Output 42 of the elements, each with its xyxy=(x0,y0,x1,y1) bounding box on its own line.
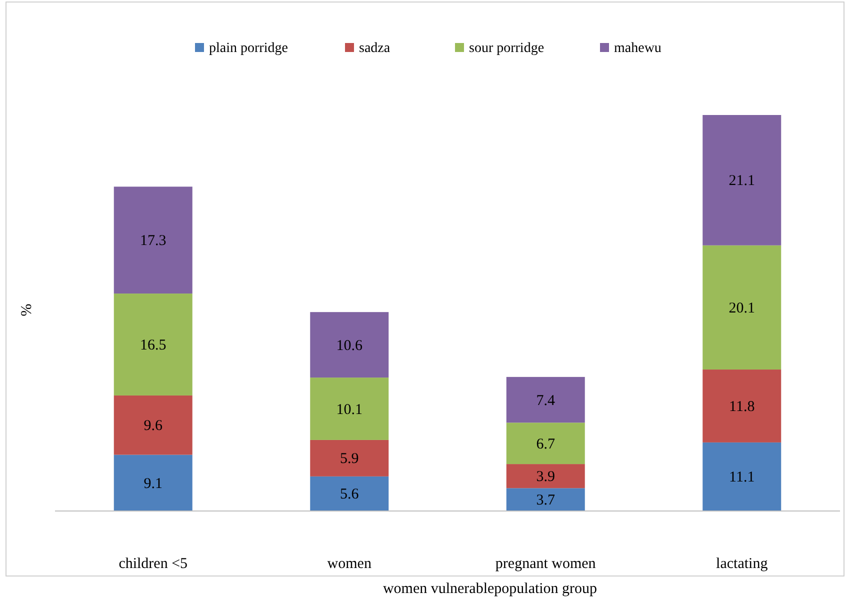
legend-label: mahewu xyxy=(614,41,662,56)
bar xyxy=(310,440,389,476)
data-label: 21.1 xyxy=(728,173,755,190)
bar xyxy=(310,476,389,511)
bar xyxy=(114,395,192,455)
bar xyxy=(702,370,782,442)
bar xyxy=(506,422,585,464)
legend-label: sour porridge xyxy=(469,41,544,56)
data-label: 9.6 xyxy=(144,418,163,434)
bar xyxy=(114,294,192,396)
bar xyxy=(310,378,389,440)
data-label: 6.7 xyxy=(536,436,556,452)
data-label: 3.7 xyxy=(536,492,556,509)
data-label: 5.6 xyxy=(340,486,360,503)
y-axis-title: % xyxy=(19,304,35,316)
data-label: 7.4 xyxy=(536,392,556,409)
data-label: 16.5 xyxy=(140,338,166,354)
legend-label: plain porridge xyxy=(209,41,288,56)
data-label: 5.9 xyxy=(340,451,359,468)
x-tick-label: pregnant women xyxy=(495,556,596,572)
data-label: 20.1 xyxy=(728,300,755,316)
bar xyxy=(506,376,585,423)
bar xyxy=(702,245,782,370)
bar xyxy=(506,464,585,488)
bar xyxy=(114,454,192,511)
x-tick-label: women xyxy=(327,556,372,572)
bar xyxy=(310,312,389,378)
data-label: 9.1 xyxy=(144,476,162,492)
data-label: 10.1 xyxy=(336,402,362,418)
bar xyxy=(702,115,782,246)
data-label: 11.8 xyxy=(729,398,755,415)
bar xyxy=(114,186,192,294)
bar xyxy=(702,442,782,511)
data-label: 11.1 xyxy=(729,470,755,486)
x-tick-label: children <5 xyxy=(118,556,188,572)
data-label: 3.9 xyxy=(536,469,555,486)
bar xyxy=(506,488,585,511)
x-tick-label: lactating xyxy=(716,556,768,572)
legend-label: sadza xyxy=(359,41,391,56)
x-axis-title: women vulnerablepopulation group xyxy=(382,581,598,597)
data-label: 17.3 xyxy=(140,233,166,250)
data-label: 10.6 xyxy=(336,338,363,354)
